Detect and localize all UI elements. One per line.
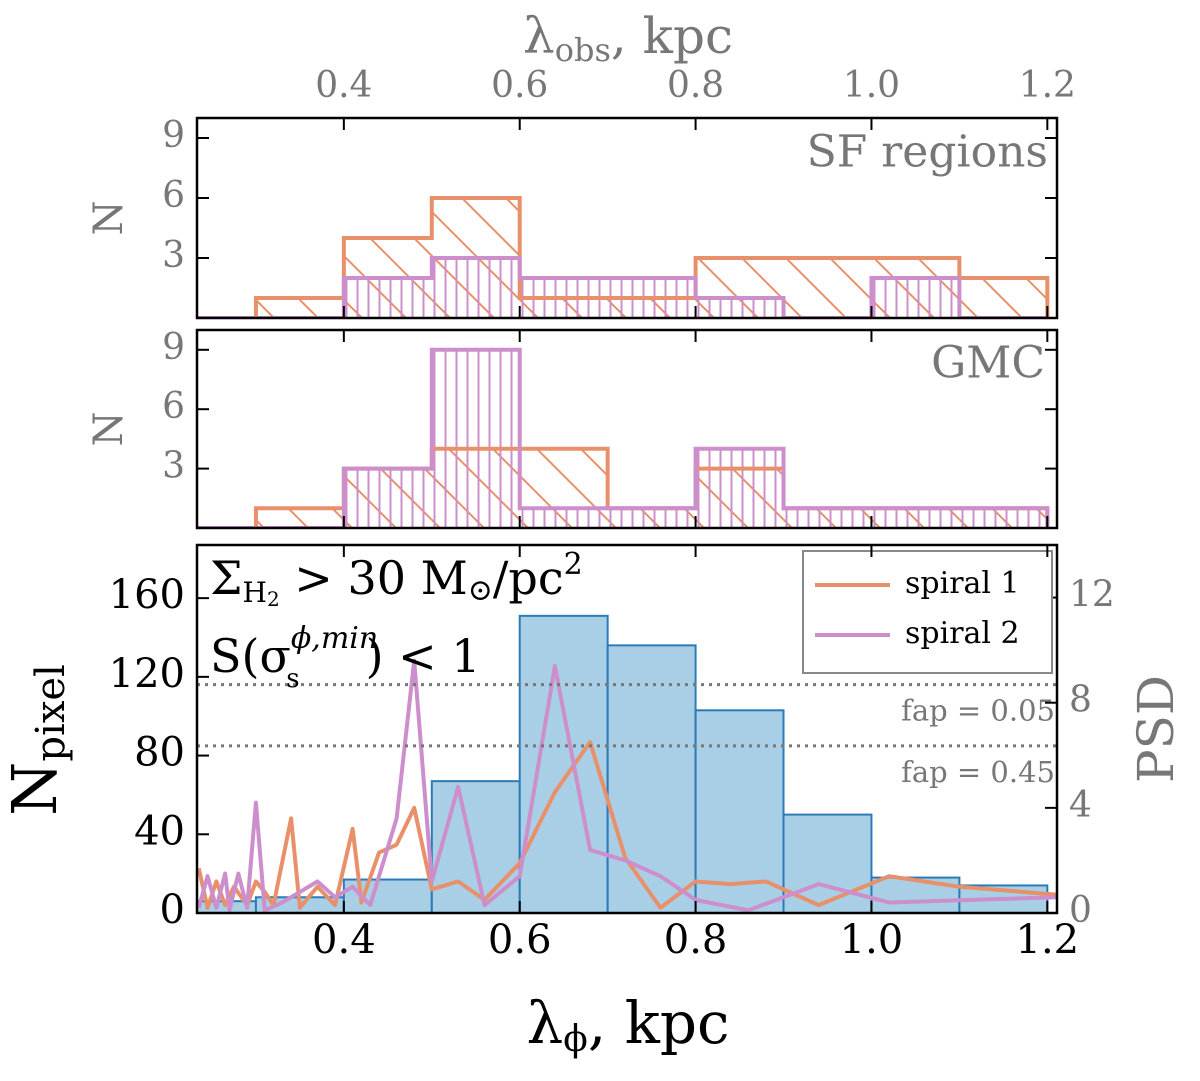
x-tick-label: 1.0	[840, 917, 904, 963]
y-tick-label: 80	[134, 730, 185, 776]
axes-frame	[195, 116, 1059, 320]
label-part: ϕ	[563, 1019, 588, 1060]
histogram-bar	[342, 878, 433, 913]
y2-tick-label: 4	[1069, 785, 1092, 826]
label-part: s	[286, 664, 299, 694]
y-tick-label: 6	[162, 175, 185, 216]
threshold-label: fap = 0.45	[901, 755, 1055, 789]
label-part: 2	[267, 587, 280, 611]
label-part: λ	[523, 7, 555, 65]
x2-tick-label: 1.2	[1019, 65, 1076, 106]
y2-tick-label: 12	[1069, 575, 1115, 616]
y2-tick-label: 8	[1069, 680, 1092, 721]
histogram-bar	[518, 614, 609, 913]
x2-tick-label: 1.0	[843, 65, 900, 106]
annotation: S(σϕ,min s ) < 1	[210, 621, 481, 694]
label-part: ⊙	[468, 573, 493, 608]
label-part: Σ	[210, 551, 243, 605]
x-tick-label: 0.8	[664, 917, 728, 963]
y-tick-label: 40	[134, 808, 185, 854]
psd-line	[197, 740, 1057, 910]
step-outline	[197, 196, 1050, 318]
legend-label: spiral 1	[905, 566, 1020, 601]
plot-area	[197, 196, 1050, 318]
y-tick-label: 9	[162, 327, 185, 368]
annotation: ΣH2 > 30 M⊙/pc2	[210, 547, 583, 611]
hatched-bar	[343, 278, 432, 318]
hatched-bar	[343, 468, 432, 528]
hatched-bar	[695, 448, 784, 528]
threshold-label: fap = 0.05	[901, 694, 1055, 728]
histogram-bar	[606, 644, 697, 913]
histogram-bar	[694, 709, 785, 913]
step-outline	[197, 256, 1048, 318]
label-part: 2	[564, 547, 583, 582]
label-part: ) < 1	[366, 629, 481, 683]
hatched-bar	[519, 508, 608, 528]
x-tick-label: 0.6	[488, 917, 552, 963]
hatched-bar	[783, 258, 872, 318]
panel-label: SF regions	[807, 127, 1048, 178]
axes-frame	[195, 328, 1059, 530]
label-part: S(σ	[210, 629, 291, 683]
hatched-bar	[959, 508, 1048, 528]
y-tick-label: 0	[160, 887, 185, 933]
label-part: λ	[527, 989, 564, 1057]
hatched-bar	[871, 508, 960, 528]
y2-tick-label: 0	[1069, 890, 1092, 931]
hatched-bar	[959, 278, 1048, 318]
hatched-bar	[255, 298, 344, 318]
y-tick-label: 3	[162, 235, 185, 276]
hatched-bar	[695, 298, 784, 318]
label-part: , kpc	[588, 989, 730, 1057]
histogram-bar	[782, 813, 873, 913]
y-tick-label: 160	[109, 572, 185, 618]
x2-tick-label: 0.8	[667, 65, 724, 106]
panels: 3 6 9 0.4 0.6 0.8 1.0 1.2 3 6 9 fap = 0.05 fap = 0.4…	[109, 65, 1115, 963]
hatched-bar	[255, 508, 344, 528]
x-axis-label: λϕ, kpc	[527, 989, 730, 1060]
x-tick-label: 1.2	[1016, 917, 1080, 963]
y2-axis-label: PSD	[1127, 675, 1185, 783]
label-part: H	[243, 576, 267, 609]
hatched-bar	[431, 349, 520, 528]
y-axis-label: N	[86, 412, 132, 447]
x-tick-label: 0.4	[312, 917, 376, 963]
hatched-bar	[871, 278, 960, 318]
step-outline	[197, 347, 1050, 528]
axes-frame	[195, 543, 1059, 915]
y-tick-label: 6	[162, 386, 185, 427]
y-axis-label: N	[86, 201, 132, 236]
plot-area	[197, 614, 1057, 913]
x2-tick-label: 0.4	[315, 65, 372, 106]
label-part: /pc	[493, 551, 564, 605]
panel-label: GMC	[931, 338, 1045, 389]
x2-tick-label: 0.6	[491, 65, 548, 106]
psd-line	[197, 658, 1057, 913]
label-part: , kpc	[611, 7, 733, 65]
y-tick-label: 120	[109, 651, 185, 697]
label-part: > 30 M	[280, 551, 468, 605]
label-part: obs	[555, 31, 611, 69]
legend-label: spiral 2	[905, 616, 1020, 651]
x2-axis-label: λobs, kpc	[523, 7, 733, 69]
y-axis-label: Npixel	[0, 664, 74, 816]
label-part: pixel	[28, 664, 74, 761]
plot-area	[197, 347, 1050, 528]
legend-box	[802, 550, 1053, 674]
y-tick-label: 9	[162, 115, 185, 156]
hatched-bar	[607, 508, 696, 528]
hatched-bar	[431, 258, 520, 318]
label-part: ϕ,min	[291, 621, 378, 656]
hatched-bar	[783, 508, 872, 528]
y-tick-label: 3	[162, 446, 185, 487]
label-part: N	[0, 762, 71, 816]
